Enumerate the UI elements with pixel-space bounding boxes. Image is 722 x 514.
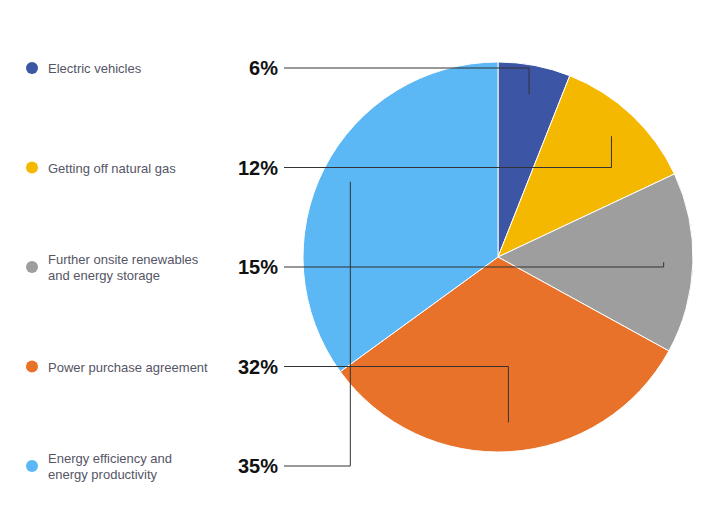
svg-text:Power purchase agreement: Power purchase agreement xyxy=(48,359,208,374)
svg-text:15%: 15% xyxy=(238,256,278,278)
svg-text:32%: 32% xyxy=(238,356,278,378)
svg-text:6%: 6% xyxy=(249,57,278,79)
svg-text:Further onsite renewablesand e: Further onsite renewablesand energy stor… xyxy=(48,252,199,283)
svg-text:Getting off natural gas: Getting off natural gas xyxy=(48,160,176,175)
svg-text:12%: 12% xyxy=(238,157,278,179)
svg-text:Energy efficiency andenergy pr: Energy efficiency andenergy productivity xyxy=(48,451,172,482)
svg-text:35%: 35% xyxy=(238,455,278,477)
svg-text:Electric vehicles: Electric vehicles xyxy=(48,61,142,76)
